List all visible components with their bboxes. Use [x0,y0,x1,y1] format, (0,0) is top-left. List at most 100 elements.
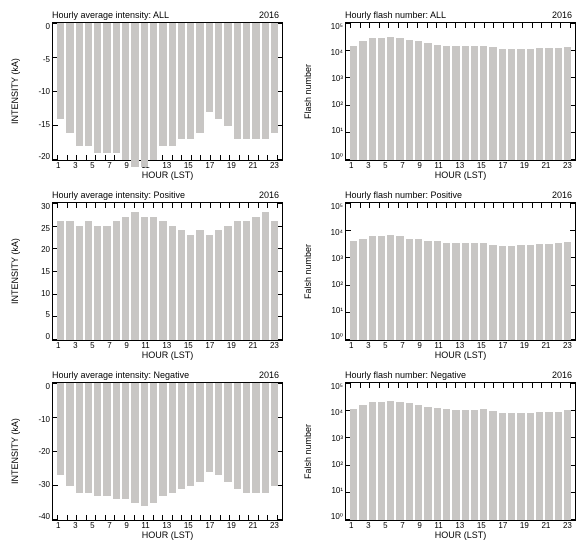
bar [141,217,148,340]
bar [169,23,176,146]
y-axis-label: INTENSITY (kA) [10,22,22,161]
plot-area [345,202,576,341]
bar [94,23,101,153]
bar [271,23,278,133]
bar [187,235,194,340]
panel-year: 2016 [259,370,279,380]
bar [536,244,543,340]
bar [564,410,571,520]
panel-flash-all: Hourly flash number: ALL2016Flash number… [303,10,576,180]
x-axis-ticks: 1357911131517192123 [52,161,283,170]
bar [85,221,92,340]
bar [122,383,129,499]
bar [396,402,403,520]
bar [545,48,552,160]
bar [215,230,222,340]
bar [150,23,157,160]
bar [489,47,496,160]
bar [499,413,506,520]
bar [159,221,166,340]
bar [369,38,376,160]
bar [434,241,441,340]
y-axis-ticks: 0-10-20-30-40 [22,382,52,521]
bar [462,410,469,520]
bar [350,241,357,340]
plot-area [345,382,576,521]
bar [113,383,120,499]
bar [434,408,441,520]
panel-title: Hourly average intensity: Positive [52,190,185,200]
bar [499,49,506,160]
bar [443,243,450,340]
bar [224,23,231,126]
bar [387,401,394,520]
bar [234,23,241,139]
bar [76,226,83,340]
chart-grid: Hourly average intensity: ALL2016INTENSI… [10,10,576,540]
bar [262,383,269,493]
x-axis-label: HOUR (LST) [10,170,283,180]
bar [359,405,366,520]
panel-title: Hourly flash number: Negative [345,370,466,380]
bar [122,23,129,160]
x-axis-ticks: 1357911131517192123 [345,161,576,170]
bar [555,412,562,520]
y-axis-label: INTENSITY (kA) [10,202,22,341]
bar [271,383,278,486]
plot-area [52,382,283,521]
bar [262,23,269,139]
panel-year: 2016 [552,10,572,20]
bar [169,226,176,340]
bar [378,402,385,520]
bar-series [53,203,282,340]
y-axis-ticks: 10⁵10⁴10³10²10¹10⁰ [315,202,345,341]
bar [252,217,259,340]
bar [452,410,459,520]
bar [564,47,571,160]
bar [378,236,385,340]
bar [545,412,552,520]
bar [424,43,431,160]
bar [489,245,496,340]
bar [462,243,469,340]
y-axis-ticks: 0-5-10-15-20 [22,22,52,161]
bar [243,23,250,139]
bar-series [346,383,575,520]
panel-intensity-all: Hourly average intensity: ALL2016INTENSI… [10,10,283,180]
x-axis-label: HOUR (LST) [303,530,576,540]
bar [452,243,459,340]
bar [415,41,422,160]
bar [234,221,241,340]
bar [424,241,431,340]
bar [206,235,213,340]
bar [517,413,524,520]
bar [499,246,506,340]
bar [178,23,185,139]
x-axis-label: HOUR (LST) [303,350,576,360]
bar-series [53,383,282,520]
bar-series [346,203,575,340]
bar [206,23,213,112]
y-axis-ticks: 10⁵10⁴10³10²10¹10⁰ [315,382,345,521]
bar [187,383,194,486]
bar [196,230,203,340]
bar [480,46,487,160]
bar [471,46,478,160]
y-axis-label: Falsh number [303,202,315,341]
bar [471,410,478,520]
bar [443,409,450,520]
y-axis-label: Flash number [303,22,315,161]
bar [224,383,231,482]
plot-area [345,22,576,161]
panel-title: Hourly average intensity: Negative [52,370,189,380]
bar [169,383,176,493]
plot-area [52,22,283,161]
bar [369,236,376,340]
y-axis-ticks: 302520151050 [22,202,52,341]
bar [387,235,394,340]
plot-area [52,202,283,341]
bar-series [346,23,575,160]
bar [215,23,222,119]
bar [150,217,157,340]
panel-flash-neg: Hourly flash number: Negative2016Falsh n… [303,370,576,540]
